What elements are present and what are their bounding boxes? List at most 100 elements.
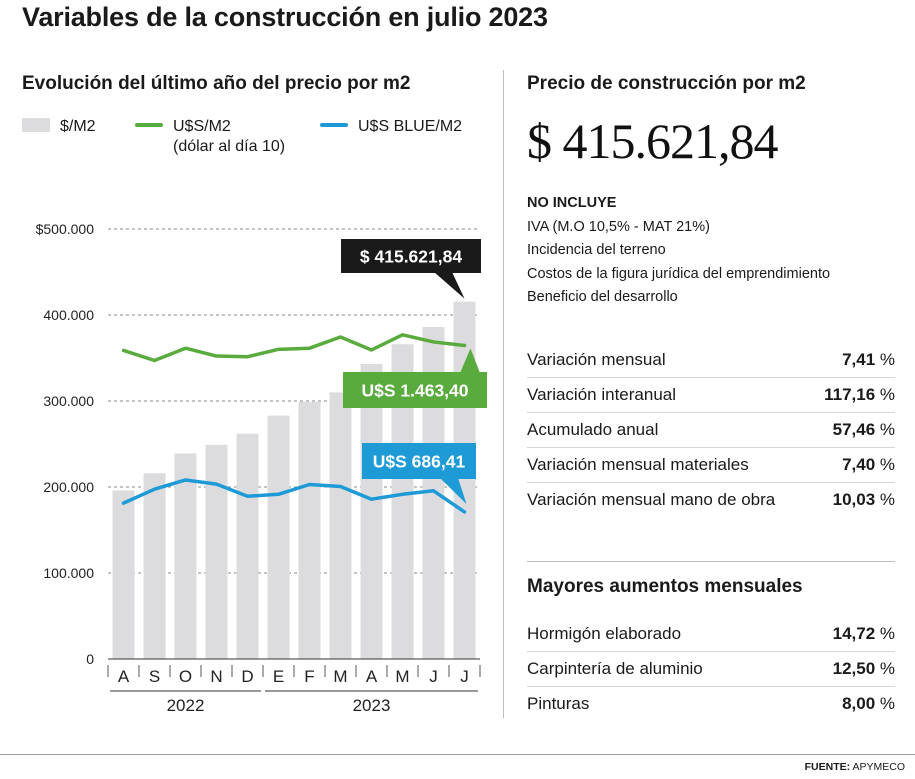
bar (329, 392, 352, 659)
stat-label: Variación mensual materiales (527, 455, 749, 474)
stat-unit: % (875, 350, 895, 369)
main-title: Variables de la construcción en julio 20… (22, 2, 548, 32)
legend-green-swatch (135, 123, 163, 127)
callout-box (343, 372, 487, 408)
x-tick-label: F (304, 667, 314, 686)
bar (205, 444, 228, 659)
x-tick-label: M (333, 667, 347, 686)
increase-value: 14,72 (832, 624, 876, 643)
increases-table: Hormigón elaborado 14,72 % Carpintería d… (527, 617, 895, 721)
callout-label: $ 415.621,84 (360, 247, 462, 267)
increase-value: 8,00 (842, 694, 876, 713)
legend-blue: U$S BLUE/M2 (320, 118, 462, 136)
legend-bar-label: $/M2 (60, 118, 96, 135)
legend-green-label: U$S/M2 (173, 118, 231, 135)
increase-label: Carpintería de aluminio (527, 659, 703, 678)
legend-bar-swatch (22, 118, 50, 132)
bar (174, 453, 197, 659)
exclusions-heading: NO INCLUYE (527, 195, 617, 211)
stat-row: Variación mensual 7,41 % (527, 343, 895, 378)
stats-table: Variación mensual 7,41 % Variación inter… (527, 343, 895, 517)
stat-label: Variación mensual (527, 350, 666, 369)
bar (298, 401, 321, 659)
source-value: APYMECO (852, 761, 905, 773)
y-tick-label: 0 (86, 651, 94, 667)
stat-label: Variación mensual mano de obra (527, 490, 776, 509)
exclusions-block: NO INCLUYE IVA (M.O 10,5% - MAT 21%) Inc… (527, 192, 895, 310)
callout-label: U$S 686,41 (373, 452, 466, 472)
x-tick-label: J (429, 667, 438, 686)
exclusion-item: Costos de la figura jurídica del emprend… (527, 265, 831, 282)
y-tick-label: 200.000 (43, 479, 94, 495)
series-line (121, 478, 467, 514)
year-label: 2023 (353, 696, 391, 715)
legend-blue-label: U$S BLUE/M2 (358, 118, 463, 135)
x-tick-label: E (273, 667, 284, 686)
source-label: FUENTE: (804, 761, 851, 773)
x-tick-label: N (210, 667, 222, 686)
legend-bars: $/M2 (22, 118, 96, 136)
stat-row: Variación mensual materiales 7,40 % (527, 448, 895, 483)
section-divider (527, 561, 895, 562)
increase-label: Pinturas (527, 694, 590, 713)
stat-value: 57,46 (832, 420, 876, 439)
x-tick-label: A (118, 667, 130, 686)
big-price: $ 415.621,84 (527, 113, 779, 169)
callout-box (362, 443, 476, 479)
increase-unit: % (875, 659, 895, 678)
source-note: FUENTE: APYMECO (805, 761, 905, 773)
increases-title: Mayores aumentos mensuales (527, 576, 803, 597)
stat-row: Variación interanual 117,16 % (527, 378, 895, 413)
stat-label: Acumulado anual (527, 420, 659, 439)
bar (143, 473, 166, 659)
callout-label: U$S 1.463,40 (361, 381, 468, 401)
exclusion-item: Incidencia del terreno (527, 242, 666, 258)
callout-box (341, 239, 481, 273)
y-tick-label: $500.000 (36, 221, 95, 237)
stat-row: Variación mensual mano de obra 10,03 % (527, 483, 895, 517)
increase-row: Hormigón elaborado 14,72 % (527, 617, 895, 652)
exclusion-item: IVA (M.O 10,5% - MAT 21%) (527, 218, 710, 235)
stat-unit: % (875, 385, 895, 404)
y-tick-label: 100.000 (43, 565, 94, 581)
bar (112, 490, 135, 659)
callout-pointer (434, 272, 465, 299)
y-tick-label: 400.000 (43, 307, 94, 323)
y-tick-label: 300.000 (43, 393, 94, 409)
stat-row: Acumulado anual 57,46 % (527, 413, 895, 448)
x-tick-label: J (460, 667, 469, 686)
bar (360, 364, 383, 659)
callout-pointer (460, 348, 480, 373)
legend-green: U$S/M2 (dólar al día 10) (135, 118, 285, 156)
x-tick-label: D (241, 667, 253, 686)
increase-row: Carpintería de aluminio 12,50 % (527, 652, 895, 687)
footer-rule (0, 754, 915, 755)
column-divider (503, 70, 504, 718)
legend-blue-swatch (320, 123, 348, 127)
stat-unit: % (875, 455, 895, 474)
legend-green-sublabel: (dólar al día 10) (173, 138, 286, 155)
x-tick-label: M (395, 667, 409, 686)
stat-value: 7,41 (842, 350, 876, 369)
bar (422, 327, 445, 659)
callout-pointer (440, 478, 467, 504)
increase-value: 12,50 (832, 659, 876, 678)
stat-value: 117,16 (824, 385, 876, 404)
stat-label: Variación interanual (527, 385, 676, 404)
exclusion-item: Beneficio del desarrollo (527, 289, 678, 305)
bar (391, 344, 414, 659)
series-line (121, 333, 467, 363)
year-label: 2022 (167, 696, 205, 715)
x-tick-label: A (366, 667, 378, 686)
x-tick-label: O (179, 667, 192, 686)
increase-unit: % (875, 694, 895, 713)
increase-unit: % (875, 624, 895, 643)
chart-title: Evolución del último año del precio por … (22, 73, 411, 94)
price-title: Precio de construcción por m2 (527, 73, 806, 94)
increase-row: Pinturas 8,00 % (527, 687, 895, 721)
stat-unit: % (875, 490, 895, 509)
stat-value: 7,40 (842, 455, 876, 474)
bar (236, 433, 259, 659)
x-tick-label: S (149, 667, 160, 686)
